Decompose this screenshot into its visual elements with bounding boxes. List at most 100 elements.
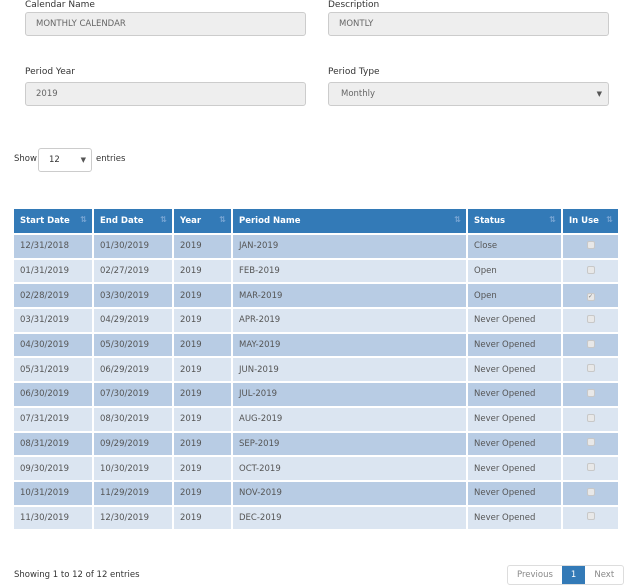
in-use-checkbox[interactable] (586, 364, 595, 373)
in-use-checkbox[interactable] (586, 487, 595, 496)
year-cell: 2019 (174, 233, 233, 258)
in-use-checkbox[interactable]: ✓ (586, 292, 595, 301)
in-use-checkbox[interactable] (586, 339, 595, 348)
table-row[interactable]: 01/31/2019 02/27/2019 2019 FEB-2019 Open (14, 257, 620, 283)
period-name-cell: MAR-2019 (233, 282, 468, 308)
end-date-cell: 01/30/2019 (94, 233, 174, 258)
column-header-status[interactable]: Status ⇅ (468, 209, 563, 233)
pagination: Previous 1 Next (507, 565, 625, 585)
column-header-label: End Date (100, 216, 144, 226)
period-year-label: Period Year (25, 67, 75, 77)
column-header-end-date[interactable]: End Date ⇅ (94, 209, 174, 233)
entries-length-value: 12 (49, 155, 60, 165)
in-use-cell (563, 405, 620, 431)
in-use-cell (563, 233, 620, 258)
end-date-cell: 08/30/2019 (94, 405, 174, 431)
end-date-cell: 11/29/2019 (94, 479, 174, 505)
next-button[interactable]: Next (594, 570, 615, 580)
year-cell: 2019 (174, 405, 233, 431)
in-use-cell (563, 331, 620, 357)
start-date-cell: 04/30/2019 (14, 331, 94, 357)
description-label: Description (328, 0, 380, 10)
status-cell: Never Opened (468, 504, 563, 530)
chevron-down-icon: ▼ (596, 90, 602, 98)
sort-icon: ⇅ (549, 215, 556, 224)
table-row[interactable]: 11/30/2019 12/30/2019 2019 DEC-2019 Never Op… (14, 504, 620, 530)
table-row[interactable]: 02/28/2019 03/30/2019 2019 MAR-2019 Open ✓ (14, 282, 620, 308)
calendar-name-input[interactable]: MONTHLY CALENDAR (25, 12, 306, 36)
column-header-label: Status (474, 216, 506, 226)
start-date-cell: 02/28/2019 (14, 282, 94, 308)
table-row[interactable]: 04/30/2019 05/30/2019 2019 MAY-2019 Never Op… (14, 331, 620, 357)
table-row[interactable]: 06/30/2019 07/30/2019 2019 JUL-2019 Never Op… (14, 381, 620, 406)
sort-icon: ⇅ (219, 215, 226, 224)
column-header-label: Period Name (239, 216, 301, 226)
description-input[interactable]: MONTLY (328, 12, 609, 36)
year-cell: 2019 (174, 455, 233, 480)
entries-length-select[interactable]: 12 ▼ (38, 148, 92, 172)
column-header-start-date[interactable]: Start Date ⇅ (14, 209, 94, 233)
in-use-cell (563, 430, 620, 456)
table-row[interactable]: 08/31/2019 09/29/2019 2019 SEP-2019 Never Op… (14, 430, 620, 456)
year-cell: 2019 (174, 430, 233, 456)
period-name-cell: JAN-2019 (233, 233, 468, 258)
status-cell: Open (468, 257, 563, 283)
end-date-cell: 12/30/2019 (94, 504, 174, 530)
table-row[interactable]: 12/31/2018 01/30/2019 2019 JAN-2019 Close (14, 233, 620, 258)
status-cell: Never Opened (468, 405, 563, 431)
start-date-cell: 09/30/2019 (14, 455, 94, 480)
table-row[interactable]: 09/30/2019 10/30/2019 2019 OCT-2019 Never Op… (14, 455, 620, 480)
in-use-checkbox[interactable] (586, 413, 595, 422)
status-cell: Never Opened (468, 307, 563, 332)
period-year-input[interactable]: 2019 (25, 82, 306, 106)
year-cell: 2019 (174, 479, 233, 505)
start-date-cell: 12/31/2018 (14, 233, 94, 258)
in-use-cell: ✓ (563, 282, 620, 308)
period-name-cell: APR-2019 (233, 307, 468, 332)
column-header-label: In Use (569, 216, 599, 226)
column-header-in-use[interactable]: In Use ⇅ (563, 209, 620, 233)
table-row[interactable]: 05/31/2019 06/29/2019 2019 JUN-2019 Never Op… (14, 356, 620, 382)
year-cell: 2019 (174, 381, 233, 406)
period-type-label: Period Type (328, 67, 380, 77)
end-date-cell: 10/30/2019 (94, 455, 174, 480)
period-name-cell: AUG-2019 (233, 405, 468, 431)
in-use-cell (563, 257, 620, 283)
in-use-checkbox[interactable] (586, 265, 595, 274)
entries-label: entries (96, 154, 126, 164)
period-name-cell: DEC-2019 (233, 504, 468, 530)
period-name-cell: JUN-2019 (233, 356, 468, 382)
previous-button[interactable]: Previous (517, 570, 553, 580)
page-1-button[interactable]: 1 (561, 566, 586, 584)
in-use-checkbox[interactable] (586, 388, 595, 397)
status-cell: Never Opened (468, 331, 563, 357)
year-cell: 2019 (174, 282, 233, 308)
period-name-cell: SEP-2019 (233, 430, 468, 456)
in-use-checkbox[interactable] (586, 240, 595, 249)
end-date-cell: 05/30/2019 (94, 331, 174, 357)
status-cell: Never Opened (468, 430, 563, 456)
column-header-label: Year (180, 216, 202, 226)
column-header-year[interactable]: Year ⇅ (174, 209, 233, 233)
start-date-cell: 08/31/2019 (14, 430, 94, 456)
in-use-cell (563, 479, 620, 505)
start-date-cell: 10/31/2019 (14, 479, 94, 505)
in-use-checkbox[interactable] (586, 314, 595, 323)
period-name-cell: JUL-2019 (233, 381, 468, 406)
sort-icon: ⇅ (606, 215, 613, 224)
status-cell: Never Opened (468, 381, 563, 406)
in-use-checkbox[interactable] (586, 438, 595, 447)
in-use-checkbox[interactable] (586, 463, 595, 472)
in-use-checkbox[interactable] (586, 512, 595, 521)
period-type-select[interactable]: Monthly ▼ (328, 82, 609, 106)
periods-table: Start Date ⇅ End Date ⇅ Year ⇅ Period Name ⇅ Sta… (14, 209, 620, 530)
period-name-cell: MAY-2019 (233, 331, 468, 357)
year-cell: 2019 (174, 356, 233, 382)
table-row[interactable]: 07/31/2019 08/30/2019 2019 AUG-2019 Never Op… (14, 405, 620, 431)
column-header-period-name[interactable]: Period Name ⇅ (233, 209, 468, 233)
period-name-cell: NOV-2019 (233, 479, 468, 505)
end-date-cell: 03/30/2019 (94, 282, 174, 308)
start-date-cell: 07/31/2019 (14, 405, 94, 431)
table-row[interactable]: 03/31/2019 04/29/2019 2019 APR-2019 Never Op… (14, 307, 620, 332)
table-row[interactable]: 10/31/2019 11/29/2019 2019 NOV-2019 Never Op… (14, 479, 620, 505)
